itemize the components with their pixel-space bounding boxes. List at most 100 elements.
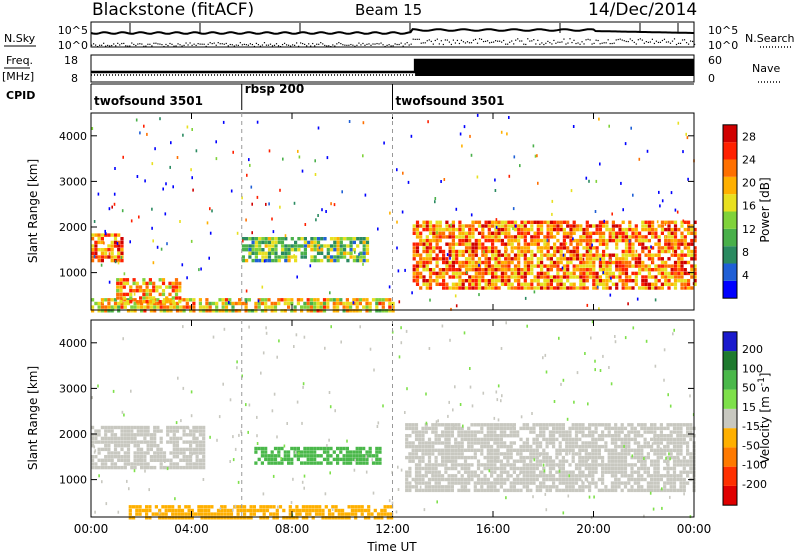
range-gate-cell <box>536 224 540 228</box>
range-gate-cell <box>185 301 189 306</box>
range-gate-cell <box>182 447 186 452</box>
range-gate-cell <box>553 286 557 290</box>
range-gate-cell <box>437 485 441 489</box>
range-gate-cell <box>368 454 372 458</box>
range-gate-cell <box>169 436 173 441</box>
range-gate-cell <box>321 516 325 520</box>
range-gate-cell <box>473 474 477 478</box>
range-gate-cell <box>507 253 511 257</box>
range-gate-cell <box>153 305 157 309</box>
sparse-echo <box>272 474 275 478</box>
range-gate-cell <box>555 477 559 482</box>
range-gate-cell <box>345 305 349 309</box>
range-gate-cell <box>679 423 683 427</box>
range-gate-cell <box>159 305 163 309</box>
range-gate-cell <box>313 240 317 245</box>
sparse-echo <box>542 356 544 360</box>
range-gate-cell <box>166 309 170 313</box>
range-gate-cell <box>471 224 475 228</box>
range-gate-cell <box>455 275 459 279</box>
range-gate-cell <box>362 251 366 255</box>
range-gate-cell <box>421 455 425 460</box>
range-gate-cell <box>569 271 573 276</box>
range-gate-cell <box>153 444 157 448</box>
range-gate-cell <box>476 466 481 471</box>
range-gate-cell <box>370 512 374 516</box>
range-gate-cell <box>539 452 543 456</box>
freq-left-tick-top: 18 <box>64 54 78 67</box>
range-gate-cell <box>158 278 162 282</box>
range-gate-cell <box>582 246 586 250</box>
range-gate-cell <box>519 448 523 452</box>
colorbar-swatch <box>723 485 737 506</box>
range-gate-cell <box>326 251 330 255</box>
range-gate-cell <box>517 238 521 243</box>
range-gate-cell <box>148 505 152 509</box>
nsearch-point <box>376 42 378 45</box>
range-gate-cell <box>189 444 193 448</box>
sparse-echo <box>669 495 671 499</box>
sparse-echo <box>463 125 466 129</box>
range-gate-cell <box>643 426 647 431</box>
range-gate-cell <box>584 477 588 482</box>
range-gate-cell <box>202 465 206 470</box>
range-gate-cell <box>303 237 307 241</box>
range-gate-cell <box>140 451 144 455</box>
range-gate-cell <box>264 255 268 259</box>
range-gate-cell <box>608 271 612 276</box>
range-gate-cell <box>673 275 678 279</box>
range-gate-cell <box>621 271 625 276</box>
range-gate-cell <box>405 470 409 474</box>
range-gate-cell <box>313 450 317 454</box>
range-gate-cell <box>628 224 632 228</box>
nsearch-point <box>163 45 165 48</box>
range-gate-cell <box>97 233 101 237</box>
range-gate-cell <box>117 258 121 263</box>
range-gate-cell <box>464 264 469 268</box>
range-gate-cell <box>280 461 284 465</box>
range-gate-cell <box>431 485 435 489</box>
range-gate-cell <box>546 231 550 235</box>
range-gate-cell <box>412 257 416 261</box>
range-gate-cell <box>656 474 660 478</box>
range-gate-cell <box>529 474 533 478</box>
range-gate-cell <box>474 286 478 290</box>
range-gate-cell <box>405 485 409 489</box>
sparse-echo <box>182 325 184 329</box>
range-gate-cell <box>535 441 539 445</box>
range-gate-cell <box>558 448 562 452</box>
range-gate-cell <box>669 448 673 452</box>
range-gate-cell <box>207 508 211 513</box>
range-gate-cell <box>182 309 186 313</box>
range-gate-cell <box>166 433 170 437</box>
range-gate-cell <box>444 423 448 427</box>
colorbar-tick-label: 16 <box>742 200 756 213</box>
range-gate-cell <box>264 446 268 451</box>
range-gate-cell <box>555 488 559 493</box>
nsearch-point <box>97 45 99 48</box>
range-gate-cell <box>562 271 566 276</box>
range-gate-cell <box>97 305 101 309</box>
sparse-echo <box>669 404 672 408</box>
range-gate-cell <box>480 488 484 493</box>
range-gate-cell <box>582 227 586 232</box>
range-gate-cell <box>161 278 166 282</box>
range-gate-cell <box>178 300 182 304</box>
range-gate-cell <box>162 455 167 459</box>
range-gate-cell <box>499 426 503 431</box>
range-gate-cell <box>611 220 615 224</box>
range-gate-cell <box>672 488 677 493</box>
nsearch-point <box>426 40 428 42</box>
range-gate-cell <box>216 516 221 520</box>
range-gate-cell <box>175 436 180 441</box>
range-gate-cell <box>365 450 369 454</box>
range-gate-cell <box>450 423 454 427</box>
range-gate-cell <box>540 275 544 279</box>
range-gate-cell <box>517 282 521 286</box>
range-gate-cell <box>582 235 586 239</box>
range-gate-cell <box>120 447 124 452</box>
range-gate-cell <box>468 235 472 239</box>
range-gate-cell <box>680 264 684 268</box>
range-gate-cell <box>506 452 510 456</box>
range-gate-cell <box>620 448 624 452</box>
